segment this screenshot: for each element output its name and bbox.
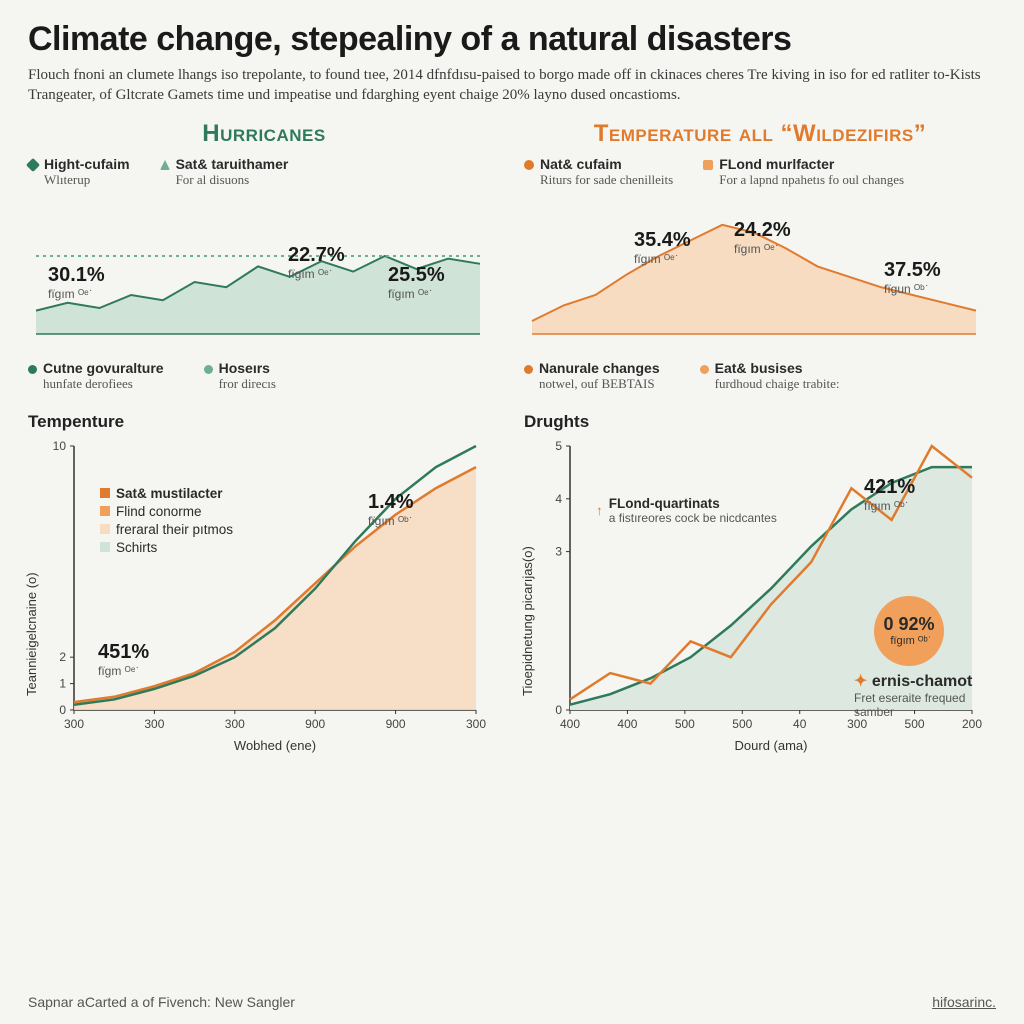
sub-legend-item: Cutne govuralturehunfate derofiees: [28, 360, 164, 392]
headline: Climate change, stepealiny of a natural …: [28, 20, 996, 59]
legend-row: ↑FLond-quartinatsa fistıreores cock be n…: [596, 496, 777, 525]
svg-text:0: 0: [555, 703, 562, 717]
callout: 22.7%fïgım ᴼᵉ͘: [288, 244, 345, 281]
svg-text:400: 400: [617, 717, 637, 731]
legend-row: freraral their pıtmos: [100, 522, 233, 537]
svg-text:500: 500: [905, 717, 925, 731]
svg-text:4: 4: [555, 491, 562, 505]
legend-row: Sat& mustilacter: [100, 486, 233, 501]
callout: 1.4%fïgım ᴼᵇ͘: [368, 491, 414, 528]
svg-text:500: 500: [732, 717, 752, 731]
footer-source: Sapnar aCarted a of Fivench: New Sangler: [28, 994, 295, 1010]
legend-item: Nat& cufaimRiturs for sade chenilleits: [524, 156, 673, 188]
svg-text:900: 900: [305, 717, 325, 731]
droughts-legend: ↑FLond-quartinatsa fistıreores cock be n…: [596, 496, 777, 528]
svg-text:300: 300: [847, 717, 867, 731]
svg-text:40: 40: [793, 717, 807, 731]
temperature-title: Tempenture: [28, 412, 500, 432]
temperature-ylabel: Teannieigelcnaine (o): [24, 572, 39, 696]
callout: 37.5%fïgun ᴼᵇ͘: [884, 259, 941, 296]
wildfires-legend-top: Nat& cufaimRiturs for sade chenilleits FL…: [524, 156, 996, 188]
callout: 24.2%fïgım ᴼᵉ͘: [734, 219, 791, 256]
svg-text:10: 10: [53, 439, 67, 453]
svg-text:200: 200: [962, 717, 982, 731]
svg-text:300: 300: [144, 717, 164, 731]
legend-row: Schirts: [100, 540, 233, 555]
hurricanes-sub-legend: Cutne govuralturehunfate derofiees Hoseır…: [28, 360, 500, 392]
svg-text:2: 2: [59, 650, 66, 664]
svg-text:1: 1: [59, 676, 66, 690]
legend-item: FLond murlfacterFor a lapnd npahetıs fo …: [703, 156, 904, 188]
legend-row: Flind conorme: [100, 504, 233, 519]
callout: 421%fïgım ᴼᵇ͘: [864, 476, 915, 513]
panel-droughts: Drughts Tioepidnetung picarıjas(o) 04635…: [524, 404, 996, 756]
drought-badge: 0 92%fïgım ᴼᵇ͘: [874, 596, 944, 666]
drought-note: ✦ ernis-chamotFret eseraite frequed samb…: [854, 671, 1004, 719]
callout: 451%fïgm ᴼᵉ͘: [98, 641, 149, 678]
panel-hurricanes: Hurricanes Hight-cufaimWlıterup Sat& taru…: [28, 120, 500, 392]
wildfires-title: Temperature all “Wildezıfirs”: [524, 120, 996, 148]
callout: 30.1%fïgım ᴼᵉ͘: [48, 264, 105, 301]
wildfires-sub-legend: Nanurale changesnotwel, ouf BEBTAIS Eat& …: [524, 360, 996, 392]
svg-text:Dourd (ama): Dourd (ama): [735, 738, 808, 753]
droughts-title: Drughts: [524, 412, 996, 432]
chart-grid: Hurricanes Hight-cufaimWlıterup Sat& taru…: [28, 120, 996, 756]
temperature-chart: 0 2 1 10 300 300 300 900 900 300 Wobhed (ene): [28, 436, 488, 756]
temperature-legend: Sat& mustilacter Flind conorme freraral th…: [100, 486, 233, 558]
hurricanes-title: Hurricanes: [28, 120, 500, 148]
svg-text:300: 300: [225, 717, 245, 731]
legend-item: Sat& taruithamerFor al disuons: [160, 156, 289, 188]
droughts-ylabel: Tioepidnetung picarıjas(o): [520, 546, 535, 696]
footer-brand: hifosarinc.: [932, 994, 996, 1010]
footer: Sapnar aCarted a of Fivench: New Sangler…: [28, 994, 996, 1010]
svg-text:3: 3: [555, 544, 562, 558]
intro-text: Flouch fnoni an clumete lhangs iso trepo…: [28, 65, 988, 106]
hurricanes-legend-top: Hight-cufaimWlıterup Sat& taruithamerFor …: [28, 156, 500, 188]
svg-text:Wobhed (ene): Wobhed (ene): [234, 738, 316, 753]
legend-item: Hight-cufaimWlıterup: [28, 156, 130, 188]
svg-text:5: 5: [555, 439, 562, 453]
svg-text:0: 0: [59, 703, 66, 717]
svg-text:900: 900: [386, 717, 406, 731]
svg-text:400: 400: [560, 717, 580, 731]
panel-wildfires: Temperature all “Wildezıfirs” Nat& cufai…: [524, 120, 996, 392]
panel-temperature: Tempenture Teannieigelcnaine (o) 0211030…: [28, 404, 500, 756]
sub-legend-item: Hoseırsfror direcıs: [204, 360, 276, 392]
sub-legend-item: Nanurale changesnotwel, ouf BEBTAIS: [524, 360, 660, 392]
callout: 25.5%fïgım ᴼᵉ͘: [388, 264, 445, 301]
svg-text:300: 300: [466, 717, 486, 731]
callout: 35.4%fïgım ᴼᵉ͘: [634, 229, 691, 266]
svg-text:300: 300: [64, 717, 84, 731]
sub-legend-item: Eat& busisesfurdhoud chaige trabite:: [700, 360, 840, 392]
svg-text:500: 500: [675, 717, 695, 731]
